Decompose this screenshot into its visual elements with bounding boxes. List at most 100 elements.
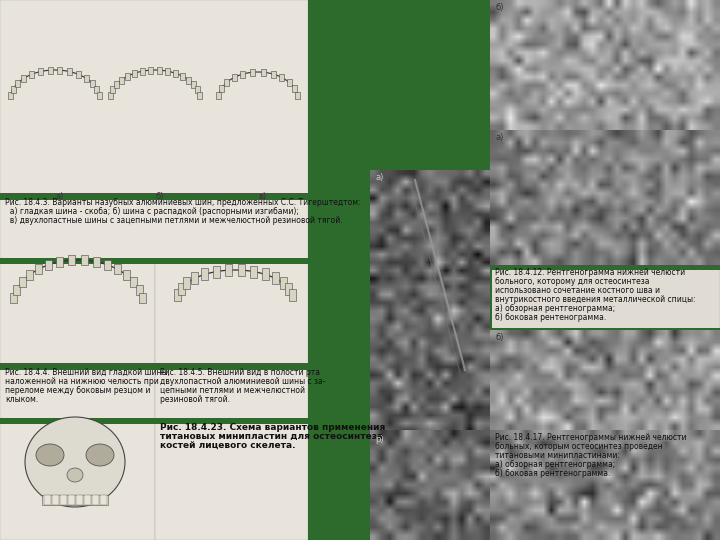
Bar — [52, 495, 59, 505]
Bar — [250, 266, 257, 278]
Text: б) боковая рентенограмма.: б) боковая рентенограмма. — [495, 313, 606, 322]
Text: Рис. 18.4.12. Рентгенограмма нижней челюсти: Рис. 18.4.12. Рентгенограмма нижней челю… — [495, 268, 685, 277]
Bar — [219, 85, 224, 92]
Bar — [0, 258, 370, 264]
Bar — [10, 293, 17, 303]
Bar — [370, 263, 720, 270]
Text: титановыми минипластинами:: титановыми минипластинами: — [495, 451, 620, 460]
Bar — [114, 81, 119, 88]
Bar — [261, 69, 266, 76]
Bar — [125, 73, 130, 80]
Bar — [148, 66, 153, 73]
Bar — [140, 68, 145, 75]
Bar — [97, 92, 102, 99]
Bar — [30, 71, 35, 78]
Bar — [38, 68, 43, 75]
Bar — [192, 81, 197, 88]
Bar — [370, 0, 490, 170]
Bar — [94, 85, 99, 92]
Bar — [289, 289, 296, 301]
Ellipse shape — [86, 444, 114, 466]
Text: а): а) — [495, 133, 503, 142]
Bar — [251, 69, 256, 76]
Bar — [180, 73, 185, 80]
Bar — [157, 66, 162, 73]
Bar — [93, 257, 99, 267]
Text: наложенной на нижнюю челюсть при: наложенной на нижнюю челюсть при — [5, 377, 158, 386]
Bar — [90, 80, 95, 87]
Bar — [308, 0, 370, 540]
Bar — [92, 495, 99, 505]
Bar — [130, 277, 138, 287]
Bar — [119, 77, 124, 84]
Bar — [186, 77, 192, 84]
Text: Рис. 18.4.4. Внешний вид гладкой шины,: Рис. 18.4.4. Внешний вид гладкой шины, — [5, 368, 170, 377]
Bar — [155, 365, 308, 420]
Text: в): в) — [258, 192, 266, 201]
Text: а) обзорная рентгенограмма;: а) обзорная рентгенограмма; — [495, 460, 616, 469]
Text: Рис. 18.4.17. Рентгенограммы нижней челюсти: Рис. 18.4.17. Рентгенограммы нижней челю… — [495, 433, 686, 442]
Text: б): б) — [495, 333, 503, 342]
Bar — [192, 272, 199, 284]
Bar — [26, 270, 32, 280]
Bar — [104, 260, 111, 270]
Text: а) гладкая шина - скоба; б) шина с распадкой (распорными изгибами);: а) гладкая шина - скоба; б) шина с распа… — [5, 207, 299, 216]
Bar — [0, 260, 155, 365]
Text: использовано сочетание костного шва и: использовано сочетание костного шва и — [495, 286, 660, 295]
Ellipse shape — [25, 417, 125, 507]
Bar — [173, 70, 178, 77]
Bar — [285, 283, 292, 295]
Bar — [100, 495, 107, 505]
Bar — [15, 80, 20, 87]
Bar — [19, 277, 25, 287]
Bar — [22, 75, 27, 82]
Text: р): р) — [375, 435, 384, 444]
Bar — [287, 79, 292, 86]
Bar — [44, 495, 51, 505]
Bar — [56, 257, 63, 267]
Bar — [0, 363, 370, 370]
Bar — [60, 495, 67, 505]
Bar — [370, 128, 720, 134]
Bar — [213, 266, 220, 278]
Bar — [202, 268, 209, 280]
Bar — [0, 0, 308, 195]
Text: резиновой тягой.: резиновой тягой. — [160, 395, 230, 404]
Bar — [45, 260, 52, 270]
Bar — [0, 418, 370, 424]
Bar — [84, 495, 91, 505]
Bar — [108, 92, 113, 99]
Bar — [123, 270, 130, 280]
Bar — [370, 328, 720, 334]
Ellipse shape — [36, 444, 64, 466]
Ellipse shape — [67, 468, 83, 482]
Bar — [76, 71, 81, 78]
Bar — [165, 68, 170, 75]
Bar — [81, 255, 88, 265]
Bar — [84, 75, 89, 82]
Bar — [174, 289, 181, 301]
Bar — [240, 71, 246, 78]
Text: Рис. 18.4.5. Внешний вид в полости рта: Рис. 18.4.5. Внешний вид в полости рта — [160, 368, 320, 377]
Bar — [35, 265, 42, 274]
Text: двухлопастной алюминиевой шины с за-: двухлопастной алюминиевой шины с за- — [160, 377, 325, 386]
Bar — [139, 293, 145, 303]
Bar — [132, 70, 137, 77]
Bar — [271, 272, 279, 284]
Text: б) боковая рентгенограмма.: б) боковая рентгенограмма. — [495, 469, 611, 478]
Bar — [42, 495, 108, 505]
Bar — [0, 365, 155, 420]
Bar — [238, 264, 245, 276]
Bar — [490, 265, 720, 330]
Bar — [8, 92, 13, 99]
Bar — [48, 66, 53, 73]
Text: внутрикостного введения металлической спицы:: внутрикостного введения металлической сп… — [495, 295, 696, 304]
Bar — [232, 74, 237, 81]
Text: клыком.: клыком. — [5, 395, 38, 404]
Bar — [184, 277, 190, 289]
Bar — [292, 85, 297, 92]
Text: больных, которым остеосинтез проведен: больных, которым остеосинтез проведен — [495, 442, 662, 451]
Bar — [279, 277, 287, 289]
Text: костей лицевого скелета.: костей лицевого скелета. — [160, 441, 295, 450]
Bar — [67, 68, 72, 75]
